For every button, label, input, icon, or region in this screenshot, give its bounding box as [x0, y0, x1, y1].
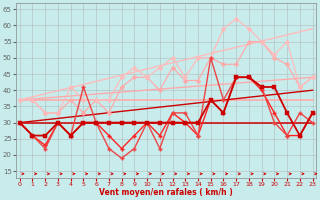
X-axis label: Vent moyen/en rafales ( km/h ): Vent moyen/en rafales ( km/h ) [99, 188, 233, 197]
